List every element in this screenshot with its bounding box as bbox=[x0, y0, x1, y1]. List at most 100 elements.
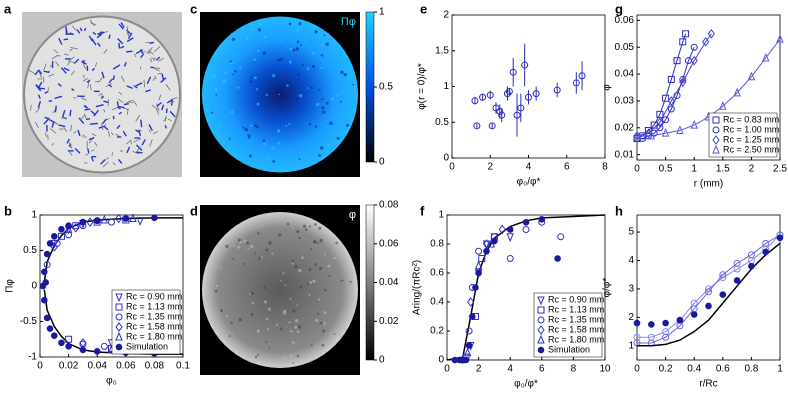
panel-label: e bbox=[420, 1, 427, 16]
speckle bbox=[320, 146, 324, 150]
speckle bbox=[257, 232, 260, 235]
speckle bbox=[321, 343, 325, 347]
legend bbox=[708, 112, 778, 158]
point bbox=[503, 90, 511, 98]
speckle bbox=[249, 80, 253, 84]
speckle bbox=[336, 137, 340, 141]
cell bbox=[156, 102, 162, 107]
streak bbox=[127, 100, 134, 102]
speckle bbox=[214, 87, 218, 92]
speckle bbox=[215, 94, 218, 96]
streak bbox=[103, 48, 108, 54]
speckle bbox=[251, 301, 254, 305]
speckle bbox=[232, 62, 235, 65]
cell bbox=[92, 31, 97, 36]
x-axis-label: φ₀/φ* bbox=[514, 379, 538, 390]
legend-marker bbox=[115, 313, 123, 321]
colorbar-tick-label: 0.08 bbox=[379, 200, 399, 211]
streak bbox=[115, 133, 120, 137]
speckle bbox=[324, 253, 326, 256]
cell bbox=[103, 100, 109, 104]
cell bbox=[78, 117, 85, 124]
cell bbox=[63, 67, 70, 72]
cell bbox=[43, 70, 50, 74]
point bbox=[648, 321, 655, 328]
x-tick-label: 0.5 bbox=[659, 164, 673, 175]
speckle bbox=[314, 263, 317, 266]
streak bbox=[171, 97, 178, 100]
streak bbox=[44, 132, 47, 137]
cell bbox=[79, 27, 83, 32]
point bbox=[707, 28, 715, 39]
colorbar bbox=[365, 11, 375, 163]
legend-entry: Rc = 1.13 mm bbox=[548, 304, 604, 314]
streak bbox=[82, 77, 88, 82]
speckle bbox=[352, 85, 356, 89]
streak bbox=[170, 100, 175, 104]
y-axis-label: φ/φ* bbox=[602, 278, 613, 298]
speckle bbox=[318, 226, 322, 230]
cell bbox=[126, 37, 134, 43]
speckle bbox=[294, 264, 298, 269]
streak bbox=[165, 83, 171, 91]
density-disk bbox=[202, 212, 358, 368]
panel-label: c bbox=[190, 1, 197, 16]
cell bbox=[73, 58, 80, 64]
speckle bbox=[250, 291, 255, 296]
speckle bbox=[296, 230, 300, 234]
y-tick-label: 2 bbox=[628, 312, 634, 323]
streak bbox=[49, 64, 54, 67]
speckle bbox=[294, 325, 298, 329]
point bbox=[472, 284, 479, 291]
speckle bbox=[319, 238, 323, 243]
speckle bbox=[232, 257, 235, 260]
point bbox=[761, 52, 770, 62]
cell bbox=[160, 77, 167, 83]
colorbar bbox=[365, 204, 375, 361]
legend-marker bbox=[712, 144, 720, 154]
streak bbox=[80, 97, 87, 101]
speckle bbox=[248, 136, 251, 139]
legend-marker bbox=[537, 325, 545, 335]
point bbox=[498, 111, 506, 119]
speckle bbox=[289, 329, 293, 333]
streak bbox=[98, 92, 103, 96]
speckle bbox=[353, 90, 356, 93]
legend-entry: Simulation bbox=[548, 344, 590, 354]
speckle bbox=[237, 245, 241, 249]
speckle bbox=[277, 141, 281, 145]
speckle bbox=[321, 55, 324, 57]
speckle bbox=[333, 48, 336, 51]
speckle bbox=[243, 239, 247, 243]
speckle bbox=[228, 137, 231, 140]
y-tick-label: 0 bbox=[443, 153, 449, 164]
speckle bbox=[310, 344, 313, 347]
speckle bbox=[320, 66, 323, 70]
point bbox=[572, 79, 580, 87]
y-tick-label: 1 bbox=[443, 81, 449, 92]
cell bbox=[108, 34, 111, 39]
x-tick-label: 0 bbox=[449, 162, 455, 173]
speckle bbox=[222, 138, 225, 141]
cell bbox=[96, 33, 103, 39]
speckle bbox=[272, 81, 274, 84]
point bbox=[733, 259, 741, 267]
streak bbox=[132, 150, 139, 155]
legend-entry: Rc = 1.13 mm bbox=[126, 301, 182, 311]
cell bbox=[60, 67, 67, 74]
cell bbox=[122, 130, 127, 137]
speckle bbox=[321, 44, 324, 47]
speckle bbox=[280, 279, 282, 282]
speckle bbox=[240, 29, 244, 33]
cell bbox=[118, 42, 121, 49]
cell bbox=[88, 35, 94, 42]
streak bbox=[28, 69, 36, 75]
streak bbox=[126, 139, 132, 145]
x-tick-label: 0.8 bbox=[744, 364, 758, 375]
speckle bbox=[291, 262, 294, 265]
legend-marker bbox=[115, 343, 123, 351]
cell bbox=[112, 64, 121, 70]
streak bbox=[53, 121, 59, 125]
y-tick-label: 1.5 bbox=[435, 45, 449, 56]
speckle bbox=[250, 76, 253, 79]
